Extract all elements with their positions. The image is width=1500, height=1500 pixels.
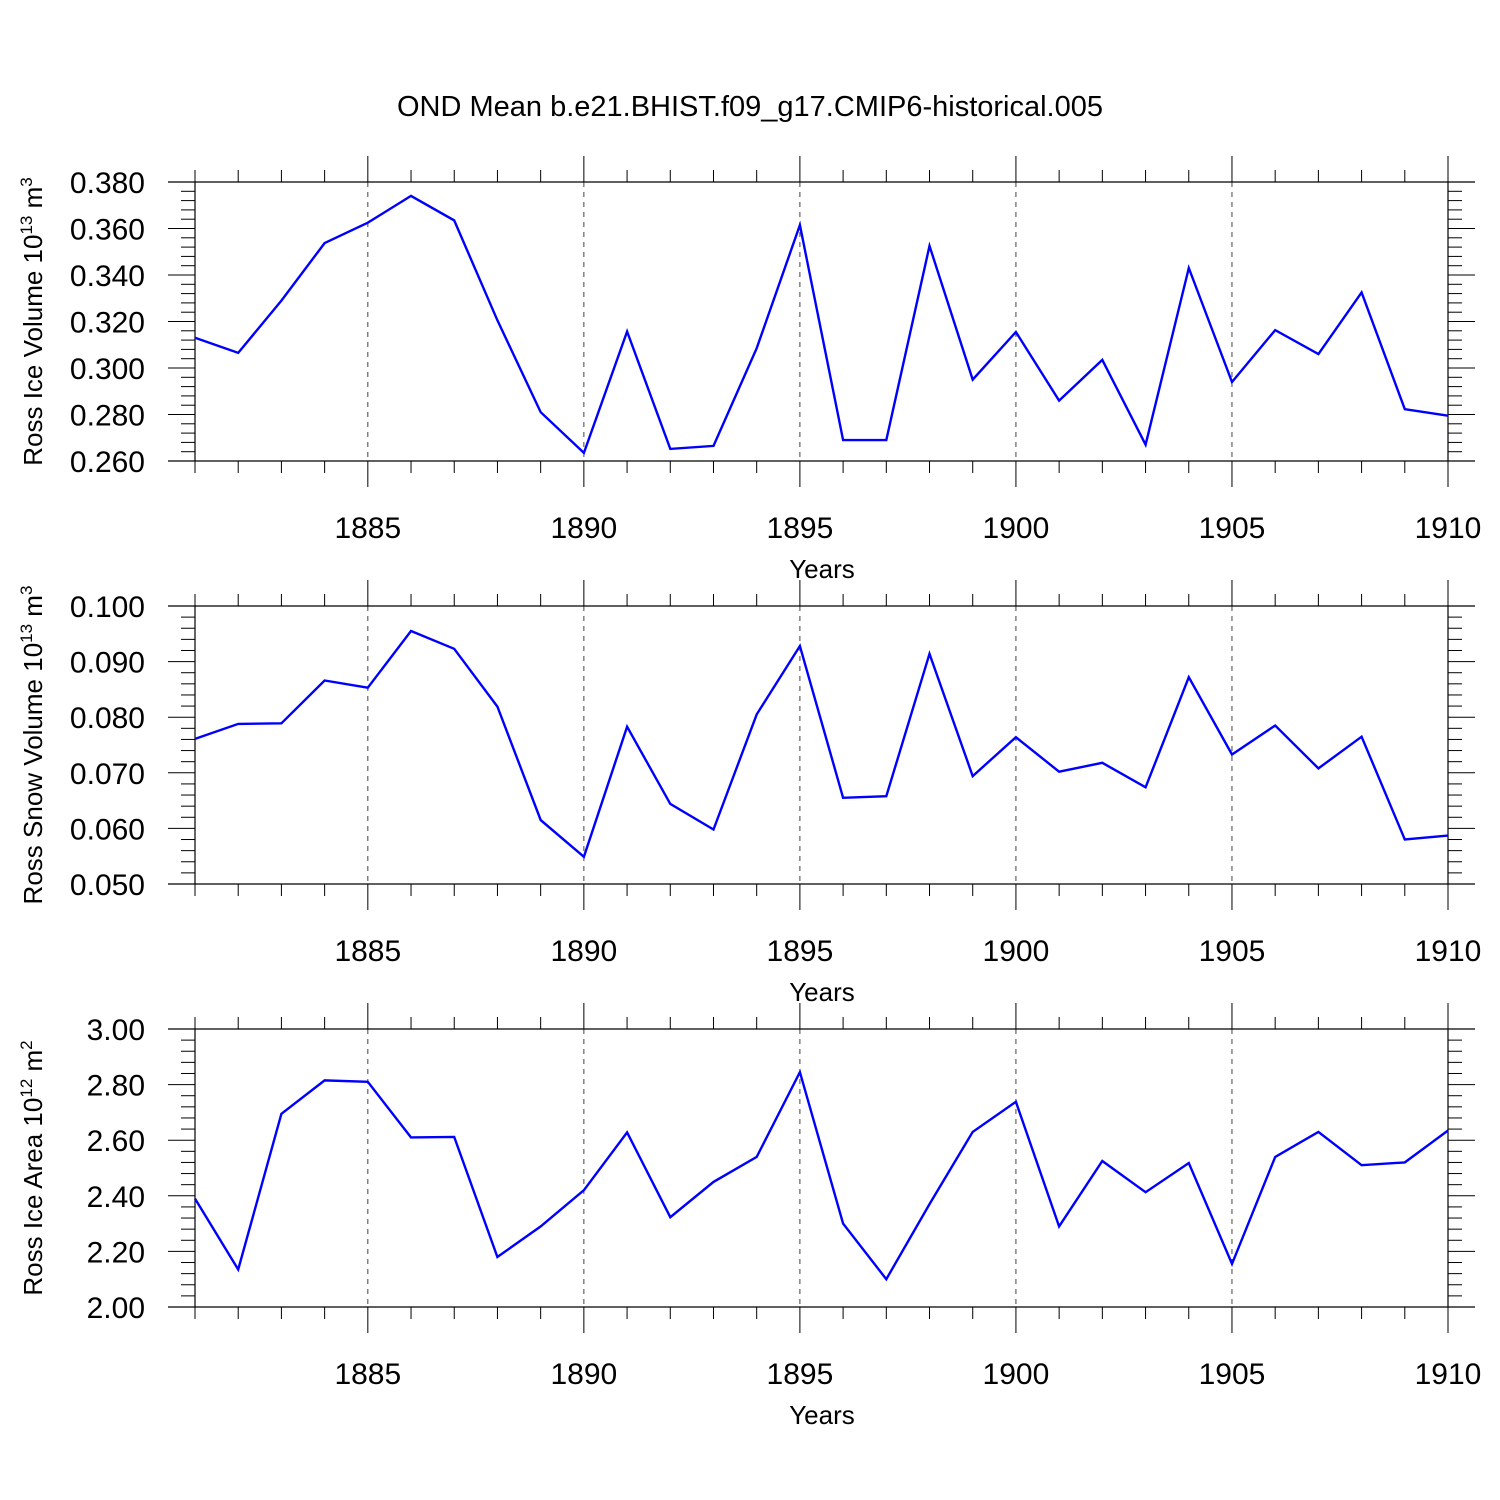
y-axis-label-part: m xyxy=(18,187,48,216)
x-tick-label: 1885 xyxy=(334,935,401,968)
y-tick-label: 0.070 xyxy=(70,758,145,791)
panel-2: 0.050 0.060 0.070 0.080 0.090 0.100 1885 1890 18… xyxy=(17,580,1481,1007)
x-tick-label: 1900 xyxy=(983,935,1050,968)
x-axis-label: Years xyxy=(789,1400,855,1430)
y-tick-label: 0.050 xyxy=(70,869,145,902)
y-axis-label-part: Ross Ice Area 10 xyxy=(18,1098,48,1296)
y-tick-label: 2.80 xyxy=(87,1070,145,1103)
y-axis-label-superscript: 13 xyxy=(17,216,36,235)
y-tick-label: 0.300 xyxy=(70,353,145,386)
x-tick-label: 1890 xyxy=(550,1358,617,1391)
y-axis-label-part: m xyxy=(18,595,48,624)
y-axis-label-part: Ross Snow Volume 10 xyxy=(18,643,48,905)
y-tick-label: 0.360 xyxy=(70,214,145,247)
y-axis-label-superscript: 2 xyxy=(17,1040,36,1049)
series-line xyxy=(193,1068,1449,1282)
y-tick-label: 0.340 xyxy=(70,260,145,293)
y-tick-label: 0.320 xyxy=(70,307,145,340)
series-line xyxy=(194,194,1449,456)
x-tick-label: 1885 xyxy=(334,512,401,545)
x-tick-label: 1885 xyxy=(334,1358,401,1391)
y-tick-label: 2.60 xyxy=(87,1125,145,1158)
x-axis-label: Years xyxy=(789,554,855,584)
x-tick-label: 1905 xyxy=(1199,1358,1266,1391)
y-tick-label: 2.20 xyxy=(87,1236,145,1269)
x-tick-label: 1900 xyxy=(983,512,1050,545)
y-axis-label-superscript: 3 xyxy=(17,177,36,186)
y-axis-label-part: Ross Ice Volume 10 xyxy=(18,235,48,466)
y-tick-label: 0.380 xyxy=(70,167,145,200)
x-tick-label: 1890 xyxy=(550,935,617,968)
y-tick-label: 0.080 xyxy=(70,702,145,735)
x-tick-label: 1900 xyxy=(983,1358,1050,1391)
y-tick-label: 2.00 xyxy=(87,1292,145,1325)
x-tick-label: 1895 xyxy=(767,1358,834,1391)
y-tick-label: 0.260 xyxy=(70,446,145,479)
y-tick-label: 3.00 xyxy=(87,1014,145,1047)
x-tick-label: 1895 xyxy=(767,512,834,545)
y-tick-label: 0.280 xyxy=(70,400,145,433)
series-line xyxy=(194,629,1449,859)
x-tick-label: 1895 xyxy=(767,935,834,968)
y-axis-label: Ross Snow Volume 1013 m3 xyxy=(17,586,48,905)
panel-1: 0.260 0.280 0.300 0.320 0.340 0.360 0.380 1885 1… xyxy=(17,156,1481,584)
x-tick-label: 1910 xyxy=(1415,1358,1482,1391)
x-tick-label: 1910 xyxy=(1415,512,1482,545)
y-tick-label: 0.090 xyxy=(70,647,145,680)
y-tick-label: 0.100 xyxy=(70,591,145,624)
x-tick-label: 1905 xyxy=(1199,512,1266,545)
x-tick-label: 1910 xyxy=(1415,935,1482,968)
panel-3: 2.00 2.20 2.40 2.60 2.80 3.00 1885 1890 1895 1900… xyxy=(17,1003,1481,1430)
y-axis-label: Ross Ice Volume 1013 m3 xyxy=(17,177,48,466)
y-tick-label: 0.060 xyxy=(70,813,145,846)
y-tick-label: 2.40 xyxy=(87,1181,145,1214)
y-axis-label-superscript: 12 xyxy=(17,1079,36,1098)
x-tick-label: 1905 xyxy=(1199,935,1266,968)
x-axis-label: Years xyxy=(789,977,855,1007)
y-axis-label-superscript: 3 xyxy=(17,586,36,595)
x-tick-label: 1890 xyxy=(550,512,617,545)
chart-title: OND Mean b.e21.BHIST.f09_g17.CMIP6-histo… xyxy=(396,91,1103,123)
y-axis-label: Ross Ice Area 1012 m2 xyxy=(17,1040,48,1295)
y-axis-label-part: m xyxy=(18,1050,48,1079)
y-axis-label-superscript: 13 xyxy=(17,624,36,643)
